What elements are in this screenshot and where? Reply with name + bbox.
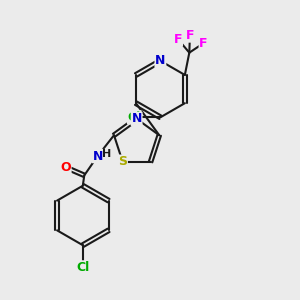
Text: N: N xyxy=(131,112,142,125)
Text: Cl: Cl xyxy=(76,261,89,274)
Text: F: F xyxy=(199,37,208,50)
Text: F: F xyxy=(174,33,182,46)
Text: O: O xyxy=(60,161,71,174)
Text: F: F xyxy=(186,29,194,42)
Text: Cl: Cl xyxy=(128,111,141,124)
Text: S: S xyxy=(118,155,127,168)
Text: H: H xyxy=(102,149,111,159)
Text: N: N xyxy=(155,54,166,67)
Text: N: N xyxy=(92,149,103,163)
